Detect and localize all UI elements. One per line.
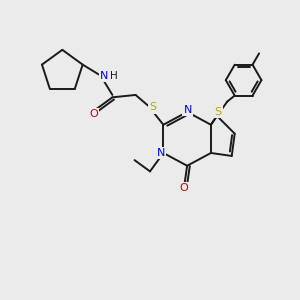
Text: H: H [110, 71, 118, 81]
Text: N: N [184, 105, 192, 115]
Text: O: O [179, 183, 188, 193]
Text: N: N [157, 148, 165, 158]
Text: O: O [89, 109, 98, 119]
Text: S: S [150, 102, 157, 112]
Text: N: N [100, 71, 108, 81]
Text: S: S [214, 107, 222, 117]
